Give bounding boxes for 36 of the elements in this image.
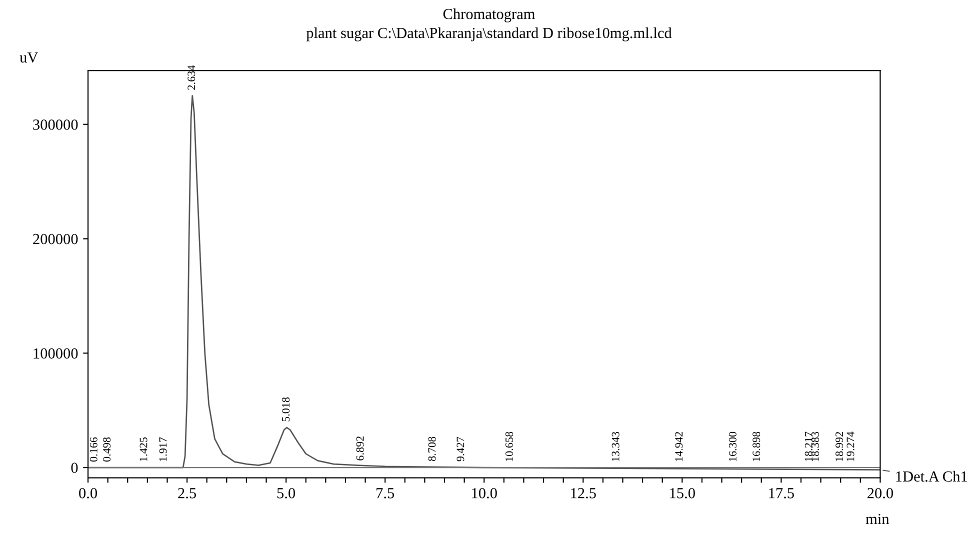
annotation: 6.892 — [356, 436, 364, 460]
legend-label: 1Det.A Ch1 — [896, 470, 967, 482]
y-tick-label: 100000 — [34, 348, 78, 359]
x-tick-label: 10.0 — [472, 488, 497, 498]
y-tick-label: 300000 — [33, 119, 78, 130]
annotation: 0.166 — [90, 437, 98, 462]
annotation: 8.708 — [428, 436, 436, 461]
x-tick-label: 7.5 — [376, 488, 394, 498]
chart-subtitle: plant sugar C:\Data\Pkaranja\standard D ribose10mg.ml.lcd — [306, 27, 672, 42]
x-axis-title: min — [866, 514, 890, 524]
annotation: 13.343 — [612, 432, 620, 462]
annotation: 18.992 — [836, 432, 844, 462]
annotation: 1.917 — [159, 437, 167, 462]
chart-title: Chromatogram — [443, 8, 536, 22]
y-tick-label: 200000 — [33, 234, 78, 244]
annotation: 1.425 — [140, 437, 148, 462]
annotation: 18.383 — [811, 432, 819, 462]
annotation: 19.274 — [846, 432, 854, 462]
annotation: 10.658 — [505, 432, 514, 462]
x-tick-label: 12.5 — [571, 488, 596, 498]
x-tick-label: 0.0 — [79, 488, 97, 498]
annotation: 18.217 — [804, 432, 812, 462]
x-tick-label: 15.0 — [670, 488, 695, 498]
annotation: 9.427 — [456, 436, 464, 462]
annotation: 16.300 — [728, 432, 736, 462]
annotation: 0.498 — [103, 437, 111, 462]
x-tick-label: 20.0 — [868, 488, 893, 498]
x-tick-label: 5.0 — [277, 488, 296, 498]
annotation: 14.942 — [675, 432, 683, 462]
x-tick-label: 2.5 — [178, 488, 196, 498]
y-tick-label: 0 — [71, 462, 78, 473]
annotation: 5.018 — [282, 397, 290, 422]
annotation: 2.634 — [188, 65, 196, 90]
annotation: 16.898 — [752, 432, 760, 462]
y-axis-title: uV — [20, 52, 38, 63]
x-tick-label: 17.5 — [769, 488, 794, 498]
